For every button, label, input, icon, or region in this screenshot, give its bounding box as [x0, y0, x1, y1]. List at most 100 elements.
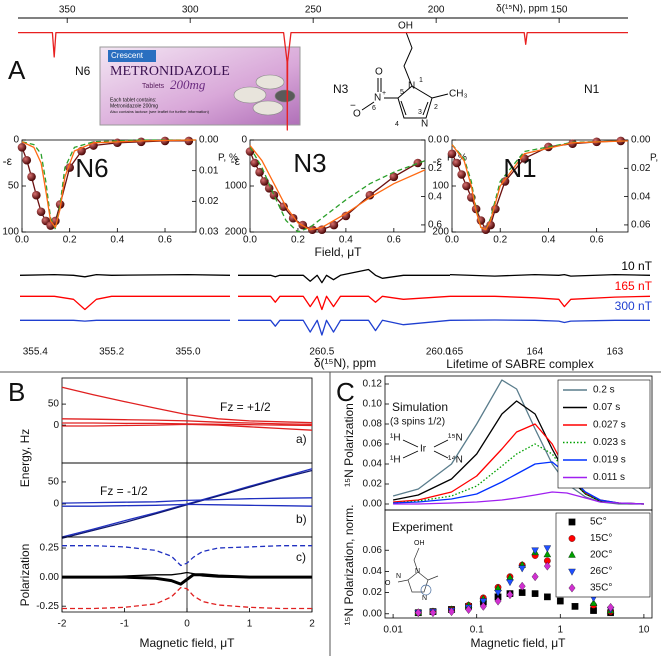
y-tick-label: 0 [241, 135, 247, 146]
x-label: δ(¹⁵N), ppm [496, 4, 548, 15]
x-tick-label: 300 [182, 5, 199, 16]
series-line [451, 140, 629, 231]
series-line [18, 31, 628, 131]
series-line [249, 146, 426, 233]
chart-title: N1 [503, 153, 536, 183]
marker [329, 220, 339, 230]
marker [568, 583, 576, 593]
x-tick-label: 0.0 [243, 235, 257, 246]
atom-number: 4 [395, 121, 399, 128]
atom-number: 5 [400, 89, 404, 96]
y-tick-label: 0 [13, 135, 19, 146]
atom: ¹H [390, 433, 401, 444]
marker [486, 220, 495, 230]
y-label: -ε [231, 154, 241, 168]
brand: Crescent [111, 51, 144, 60]
y-tick-label: 0.04 [363, 566, 383, 577]
note: Metronidazole 200mg [110, 103, 158, 109]
y-tick-label: 0.00 [363, 608, 383, 619]
marker [571, 603, 579, 610]
legend-label: 15C° [590, 533, 612, 544]
legend-label: 20C° [590, 550, 612, 561]
marker [113, 138, 122, 148]
series-line [61, 497, 313, 504]
annotation: Fz = -1/2 [100, 484, 148, 498]
x-tick-label: 350 [59, 5, 76, 16]
y-tick-label: 0 [443, 135, 449, 146]
panel-label: A [8, 55, 26, 85]
series-line [21, 140, 189, 227]
y-tick-label: 100 [432, 181, 449, 192]
y-tick-label: 0 [53, 499, 59, 510]
marker [531, 572, 539, 582]
annotation: Simulation [392, 400, 448, 414]
marker [479, 598, 488, 606]
brand-badge [108, 50, 156, 62]
marker [136, 137, 146, 147]
x-tick-label: 355.4 [23, 347, 48, 358]
marker [568, 139, 577, 148]
y2-tick-label: 0.2 [428, 163, 442, 174]
y-tick-label: 0.00 [363, 499, 383, 510]
marker [568, 518, 576, 526]
marker [543, 593, 551, 601]
y2-label: P, % [650, 153, 661, 164]
y2-label: P, % [218, 153, 238, 164]
x-tick-label: 260.5 [309, 347, 334, 358]
y-tick-label: 0.04 [363, 459, 383, 470]
legend-label: 35C° [590, 583, 612, 594]
y2-tick-label: 0.00 [631, 135, 651, 146]
y-tick-label: 0.06 [363, 439, 383, 450]
annotation: Experiment [392, 520, 453, 534]
y-tick-label: -0.25 [36, 601, 59, 612]
atom-number: 3 [418, 109, 422, 116]
y2-tick-label: 0.02 [199, 196, 219, 207]
y2-tick-label: 0.02 [631, 163, 651, 174]
marker [457, 170, 466, 179]
marker [255, 167, 264, 177]
legend-label: 26C° [590, 566, 612, 577]
series-line [61, 386, 313, 424]
marker [429, 608, 437, 618]
marker [589, 599, 598, 606]
panel-label: B [8, 377, 25, 407]
series-line [238, 295, 451, 311]
atom: N [415, 568, 420, 575]
marker [389, 172, 399, 182]
legend-label: 5C° [590, 517, 607, 528]
annotation: a) [296, 432, 307, 446]
y-tick-label: 2000 [225, 227, 248, 238]
y-label: Energy, Hz [18, 429, 32, 487]
marker [556, 597, 564, 605]
atom: ¹⁵N [448, 433, 463, 444]
y-tick-label: 0.02 [363, 587, 383, 598]
x-label: δ(¹⁵N), ppm [314, 356, 376, 370]
series-line [238, 319, 451, 336]
atom: OH [414, 540, 425, 547]
x-tick-label: 250 [305, 5, 322, 16]
marker [413, 158, 423, 168]
pills [233, 74, 296, 116]
bonds [402, 439, 449, 459]
dose: 200mg [170, 77, 206, 92]
marker [568, 550, 576, 558]
charge: − [350, 101, 356, 112]
y2-tick-label: 0.04 [631, 191, 651, 202]
marker [365, 190, 375, 200]
atom: N [422, 595, 427, 602]
series-line [249, 145, 426, 231]
x-tick-label: 1 [558, 625, 564, 636]
marker [22, 155, 32, 165]
x-tick-label: 163 [606, 347, 623, 358]
series-line [20, 319, 230, 322]
marker [250, 158, 260, 168]
series-line [393, 443, 644, 505]
atom: N [421, 119, 428, 130]
marker [462, 181, 471, 191]
y-tick-label: 0.06 [363, 545, 383, 556]
y2-tick-label: 0.4 [428, 191, 442, 202]
y-tick-label: 0.02 [363, 479, 383, 490]
annotation: N3 [333, 82, 349, 96]
marker [479, 601, 487, 611]
legend-label: 165 nT [615, 279, 653, 293]
